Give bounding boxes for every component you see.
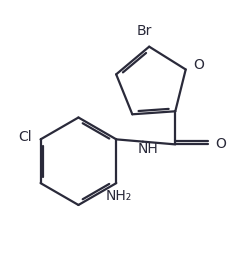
Text: O: O [215,137,226,151]
Text: Br: Br [137,24,152,38]
Text: Cl: Cl [18,130,32,144]
Text: NH: NH [137,142,158,156]
Text: NH₂: NH₂ [106,189,132,203]
Text: O: O [193,58,204,72]
